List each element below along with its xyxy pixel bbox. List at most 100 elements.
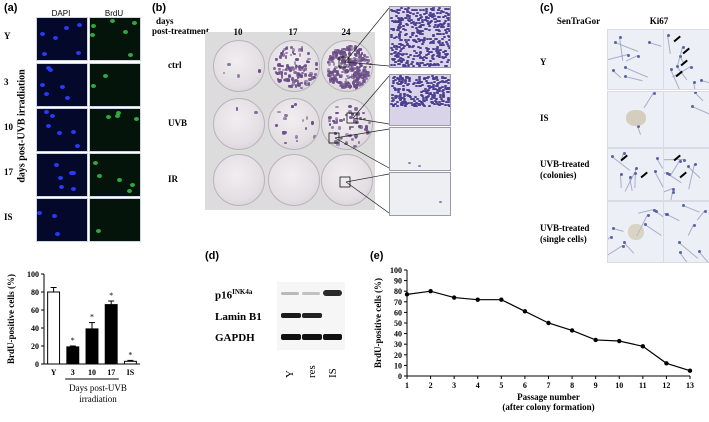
line-x-tick-label: 12 [662, 381, 670, 390]
colony-dot [345, 69, 349, 74]
cell-nucleus [703, 210, 707, 213]
inset-cell [427, 82, 431, 85]
inset-cell [405, 33, 409, 36]
inset-cell [394, 60, 398, 63]
inset-cell [412, 39, 416, 42]
colony-dot [345, 46, 350, 49]
inset-cell [402, 89, 406, 92]
colony-dot [303, 81, 307, 85]
inset-cell [417, 100, 421, 103]
inset-cell [444, 32, 448, 35]
colony-dot [335, 116, 338, 121]
colony-dot [315, 62, 318, 66]
cell-nucleus [682, 203, 686, 207]
inset-cell [415, 63, 419, 66]
inset-cell [391, 58, 395, 61]
p16-text: p16 [215, 289, 233, 302]
colony-dot [356, 77, 360, 80]
inset-cell [394, 103, 398, 106]
inset-cell [421, 56, 425, 59]
inset-cell [442, 22, 446, 25]
inset-cell [418, 54, 422, 57]
inset-cell [421, 99, 425, 102]
inset-cell [411, 9, 415, 12]
colony-dot [281, 69, 286, 72]
colony-dot [304, 126, 308, 130]
inset-cell [424, 79, 428, 82]
inset-cell [420, 32, 424, 35]
inset-cell [390, 103, 394, 106]
brdu-nucleus [97, 173, 103, 178]
colony-dot [336, 142, 340, 146]
inset-cell [430, 51, 434, 54]
inset-cell [411, 34, 415, 37]
inset-cell [446, 79, 450, 82]
petri-dish [213, 98, 265, 150]
inset-cell [391, 48, 395, 51]
petri-dish [268, 40, 320, 92]
colony-dot [360, 72, 365, 75]
passage-point-4 [475, 297, 480, 302]
colony-dot [367, 131, 371, 135]
brdu-nucleus [105, 114, 111, 119]
inset-cell [433, 66, 437, 67]
dapi-nucleus [64, 26, 70, 31]
bar-y-tick-label: 80 [31, 288, 39, 297]
brdu-nucleus [92, 160, 98, 165]
colony-dot [300, 81, 303, 85]
line-x-tick-label: 13 [686, 381, 694, 390]
inset-cell [407, 101, 411, 104]
inset-cell [439, 49, 443, 52]
brdu-nucleus [110, 19, 116, 24]
inset-cell [397, 26, 401, 28]
inset-cell [427, 92, 431, 95]
inset-cell [407, 10, 411, 13]
colony-dot [357, 71, 361, 76]
inset-cell [441, 88, 445, 91]
colony-dot [329, 57, 332, 60]
inset-cell [447, 81, 450, 84]
row-label-10: 10 [4, 122, 13, 132]
inset-cell [415, 51, 419, 54]
inset-cell [412, 100, 416, 103]
inset-cell [419, 38, 423, 41]
inset-cell [417, 46, 421, 49]
dapi-nucleus [46, 65, 52, 70]
dapi-nucleus [47, 67, 53, 72]
c-row-label-2: UVB-treated (colonies) [540, 159, 590, 180]
inset-cell [394, 35, 398, 38]
bar-y-tick-label: 0 [35, 360, 39, 369]
colony-dot [253, 110, 258, 115]
band-label-lamin: Lamin B1 [215, 311, 262, 323]
dapi-nucleus [58, 184, 64, 189]
inset-cell [392, 59, 396, 62]
inset-cell [446, 88, 450, 91]
inset-cell [391, 104, 395, 107]
cell-nucleus [647, 40, 651, 44]
inset-cell [442, 95, 446, 98]
dapi-nucleus [65, 96, 71, 101]
inset-cell [397, 21, 401, 24]
colony-dot [328, 74, 332, 78]
inset-cell [433, 99, 437, 102]
colony-dot [354, 71, 358, 74]
inset-cell [425, 37, 429, 40]
inset-cell [443, 103, 447, 106]
inset-cell [412, 57, 416, 60]
inset-cell [422, 77, 426, 80]
inset-cell [417, 81, 421, 84]
inset-cell [404, 38, 408, 41]
inset-cell [397, 17, 401, 20]
colony-dot [284, 51, 288, 55]
inset-cell [430, 75, 434, 78]
passage-point-6 [522, 309, 528, 314]
inset-cell [421, 83, 425, 86]
significance-star: * [109, 291, 113, 300]
inset-cell [418, 51, 422, 54]
colony-dot [304, 80, 308, 83]
inset-cell [424, 15, 428, 18]
inset-cell [396, 104, 400, 107]
inset-cell [429, 60, 433, 63]
inset-cell [394, 20, 398, 23]
inset-cell [424, 96, 428, 99]
